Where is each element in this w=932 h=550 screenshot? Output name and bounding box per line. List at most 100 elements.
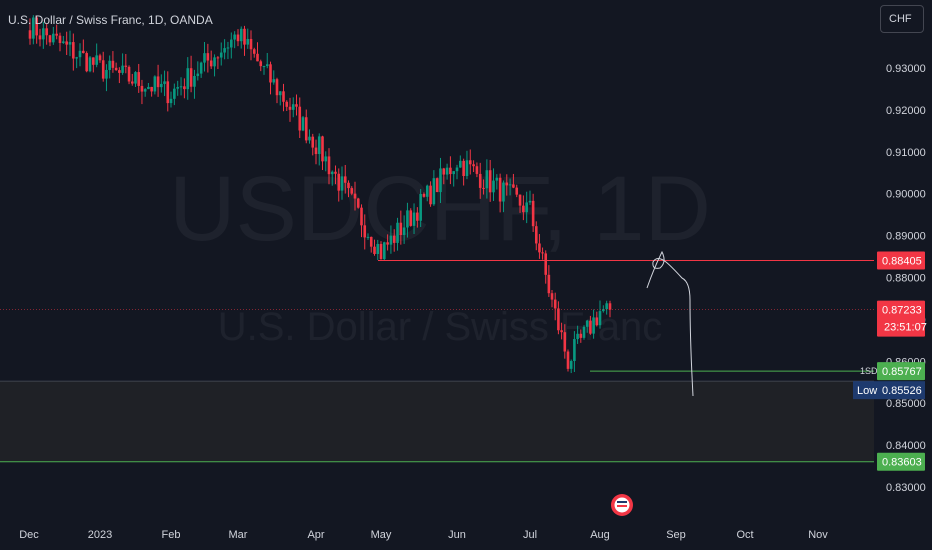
- candle-body: [52, 33, 55, 43]
- candle-body: [317, 136, 321, 155]
- candle-body: [547, 274, 551, 294]
- candle-body: [399, 222, 403, 235]
- candle-body: [137, 72, 141, 86]
- candle-body: [88, 57, 92, 72]
- support-zone: [0, 381, 874, 462]
- candle-body: [265, 64, 269, 67]
- x-tick-label: Oct: [736, 529, 753, 541]
- candle-body: [156, 76, 160, 88]
- flag-icon[interactable]: [611, 494, 633, 516]
- candle-body: [282, 91, 285, 102]
- candle-body: [230, 39, 233, 48]
- candle-body: [366, 236, 370, 238]
- candle-body: [488, 170, 492, 193]
- candle-body: [134, 72, 137, 84]
- candle-body: [301, 117, 305, 131]
- candle-body: [55, 33, 58, 36]
- candle-body: [353, 193, 357, 199]
- candle-body: [356, 198, 360, 208]
- candle-body: [35, 17, 38, 36]
- candle-body: [101, 60, 105, 79]
- candle-body: [262, 66, 266, 68]
- candle-body: [557, 308, 560, 331]
- support-1sd-price: 0.85767: [882, 366, 922, 378]
- candle-body: [531, 200, 535, 227]
- candle-body: [236, 34, 240, 42]
- candle-body: [169, 98, 173, 104]
- x-tick-label: Jun: [448, 529, 466, 541]
- candle-body: [422, 193, 426, 197]
- candle-body: [465, 160, 469, 177]
- time-axis[interactable]: Dec 2023 Feb Mar Apr May Jun Jul Aug Sep Oct Nov: [19, 529, 828, 541]
- candle-body: [459, 160, 462, 168]
- candle-body: [68, 42, 72, 45]
- x-tick-label: Mar: [229, 529, 248, 541]
- candle-body: [252, 49, 256, 54]
- candle-body: [249, 38, 253, 50]
- y-tick-label: 0.84000: [886, 440, 926, 452]
- candle-body: [560, 330, 563, 333]
- candle-body: [386, 242, 389, 245]
- candle-body: [435, 178, 439, 193]
- candle-body: [475, 166, 479, 174]
- candle-body: [541, 252, 544, 254]
- candle-body: [48, 35, 52, 43]
- candle-body: [534, 226, 538, 244]
- candle-body: [508, 184, 512, 186]
- candle-body: [256, 53, 259, 62]
- support-lower-badge: [877, 452, 925, 471]
- candle-body: [585, 320, 589, 327]
- low-tag: Low: [857, 385, 877, 397]
- candle-body: [330, 171, 334, 175]
- candle-body: [285, 101, 289, 107]
- candle-body: [28, 30, 32, 39]
- candle-body: [295, 104, 298, 107]
- currency-button[interactable]: CHF: [880, 5, 924, 33]
- candle-body: [369, 236, 373, 247]
- candle-body: [505, 182, 509, 186]
- current-price: 0.87233: [882, 305, 922, 317]
- candle-body: [472, 164, 475, 167]
- candle-body: [213, 57, 216, 67]
- x-tick-label: 2023: [88, 529, 112, 541]
- candle-body: [579, 333, 583, 338]
- candle-body: [429, 185, 432, 205]
- candle-body: [173, 88, 176, 99]
- x-tick-label: May: [371, 529, 392, 541]
- candle-body: [278, 91, 282, 96]
- candle-body: [419, 193, 422, 221]
- candle-body: [416, 212, 419, 221]
- candle-body: [223, 48, 226, 53]
- candle-body: [108, 60, 111, 70]
- candle-body: [32, 17, 35, 39]
- support-1sd-badge: [877, 362, 925, 381]
- candle-body: [553, 299, 557, 309]
- candle-body: [239, 28, 243, 42]
- candle-body: [321, 136, 324, 162]
- y-tick-label: 0.92000: [886, 105, 926, 117]
- candle-body: [308, 136, 311, 141]
- price-axis[interactable]: 0.93000 0.92000 0.91000 0.90000 0.89000 0.880…: [886, 63, 926, 494]
- candle-body: [337, 173, 341, 191]
- candle-body: [462, 160, 465, 177]
- candle-body: [566, 351, 570, 369]
- resistance-badge: [877, 251, 925, 270]
- candle-body: [269, 64, 272, 83]
- candle-body: [183, 86, 186, 90]
- candle-body: [518, 194, 522, 206]
- candle-body: [111, 60, 115, 68]
- candle-body: [124, 65, 128, 67]
- candle-body: [550, 293, 554, 300]
- candle-body: [525, 202, 528, 213]
- candle-body: [206, 53, 210, 61]
- candle-body: [272, 79, 276, 83]
- x-tick-label: Feb: [162, 529, 181, 541]
- candle-body: [592, 317, 595, 334]
- y-tick-label: 0.91000: [886, 147, 926, 159]
- candle-body: [538, 243, 541, 253]
- candle-body: [396, 222, 399, 243]
- candle-body: [42, 28, 45, 40]
- candle-body: [105, 69, 108, 79]
- candle-body: [216, 57, 220, 59]
